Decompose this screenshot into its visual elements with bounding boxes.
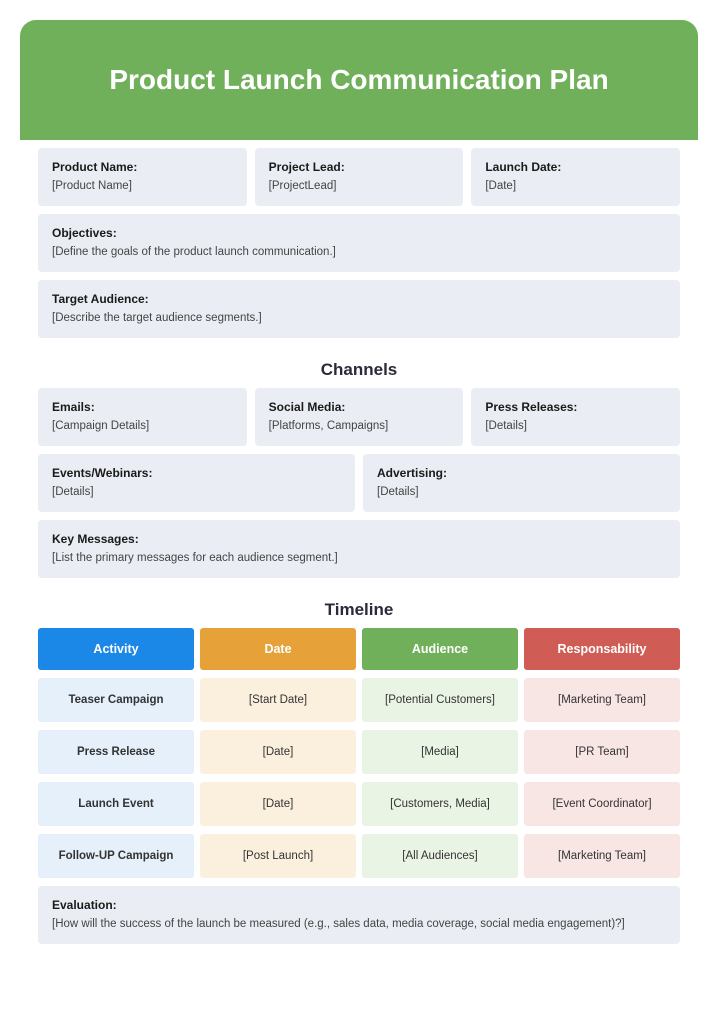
td-activity: Launch Event <box>38 782 194 826</box>
timeline-row: Teaser Campaign [Start Date] [Potential … <box>38 678 680 722</box>
timeline-row: Follow-UP Campaign [Post Launch] [All Au… <box>38 834 680 878</box>
press-releases-label: Press Releases: <box>485 400 666 414</box>
emails-label: Emails: <box>52 400 233 414</box>
td-date: [Start Date] <box>200 678 356 722</box>
target-audience-row: Target Audience: [Describe the target au… <box>38 280 680 338</box>
events-value: [Details] <box>52 486 341 498</box>
emails-value: [Campaign Details] <box>52 420 233 432</box>
key-messages-row: Key Messages: [List the primary messages… <box>38 520 680 578</box>
launch-date-field: Launch Date: [Date] <box>471 148 680 206</box>
objectives-label: Objectives: <box>52 226 666 240</box>
events-field: Events/Webinars: [Details] <box>38 454 355 512</box>
project-lead-value: [ProjectLead] <box>269 180 450 192</box>
objectives-field: Objectives: [Define the goals of the pro… <box>38 214 680 272</box>
evaluation-value: [How will the success of the launch be m… <box>52 918 666 930</box>
target-audience-label: Target Audience: <box>52 292 666 306</box>
th-responsibility: Responsability <box>524 628 680 670</box>
td-activity: Press Release <box>38 730 194 774</box>
launch-date-value: [Date] <box>485 180 666 192</box>
timeline-row: Launch Event [Date] [Customers, Media] [… <box>38 782 680 826</box>
document-header: Product Launch Communication Plan <box>20 20 698 140</box>
communication-plan-document: Product Launch Communication Plan Produc… <box>20 20 698 960</box>
social-media-label: Social Media: <box>269 400 450 414</box>
social-media-value: [Platforms, Campaigns] <box>269 420 450 432</box>
timeline-header-row: Activity Date Audience Responsability <box>38 628 680 670</box>
evaluation-row: Evaluation: [How will the success of the… <box>38 886 680 944</box>
social-media-field: Social Media: [Platforms, Campaigns] <box>255 388 464 446</box>
td-audience: [Customers, Media] <box>362 782 518 826</box>
timeline-row: Press Release [Date] [Media] [PR Team] <box>38 730 680 774</box>
td-date: [Date] <box>200 782 356 826</box>
product-name-field: Product Name: [Product Name] <box>38 148 247 206</box>
launch-date-label: Launch Date: <box>485 160 666 174</box>
top-fields-row: Product Name: [Product Name] Project Lea… <box>38 148 680 206</box>
project-lead-field: Project Lead: [ProjectLead] <box>255 148 464 206</box>
target-audience-field: Target Audience: [Describe the target au… <box>38 280 680 338</box>
press-releases-field: Press Releases: [Details] <box>471 388 680 446</box>
product-name-label: Product Name: <box>52 160 233 174</box>
channels-heading: Channels <box>20 360 698 380</box>
key-messages-field: Key Messages: [List the primary messages… <box>38 520 680 578</box>
evaluation-label: Evaluation: <box>52 898 666 912</box>
timeline-heading: Timeline <box>20 600 698 620</box>
target-audience-value: [Describe the target audience segments.] <box>52 312 666 324</box>
objectives-value: [Define the goals of the product launch … <box>52 246 666 258</box>
channels-row-2: Events/Webinars: [Details] Advertising: … <box>38 454 680 512</box>
td-date: [Date] <box>200 730 356 774</box>
th-audience: Audience <box>362 628 518 670</box>
td-responsibility: [Marketing Team] <box>524 834 680 878</box>
advertising-field: Advertising: [Details] <box>363 454 680 512</box>
td-activity: Follow-UP Campaign <box>38 834 194 878</box>
td-responsibility: [PR Team] <box>524 730 680 774</box>
press-releases-value: [Details] <box>485 420 666 432</box>
objectives-row: Objectives: [Define the goals of the pro… <box>38 214 680 272</box>
td-audience: [Potential Customers] <box>362 678 518 722</box>
td-date: [Post Launch] <box>200 834 356 878</box>
th-activity: Activity <box>38 628 194 670</box>
product-name-value: [Product Name] <box>52 180 233 192</box>
emails-field: Emails: [Campaign Details] <box>38 388 247 446</box>
events-label: Events/Webinars: <box>52 466 341 480</box>
channels-row-1: Emails: [Campaign Details] Social Media:… <box>38 388 680 446</box>
document-title: Product Launch Communication Plan <box>40 64 678 96</box>
advertising-value: [Details] <box>377 486 666 498</box>
td-responsibility: [Marketing Team] <box>524 678 680 722</box>
th-date: Date <box>200 628 356 670</box>
td-responsibility: [Event Coordinator] <box>524 782 680 826</box>
project-lead-label: Project Lead: <box>269 160 450 174</box>
key-messages-value: [List the primary messages for each audi… <box>52 552 666 564</box>
evaluation-field: Evaluation: [How will the success of the… <box>38 886 680 944</box>
td-activity: Teaser Campaign <box>38 678 194 722</box>
timeline-table: Activity Date Audience Responsability Te… <box>38 628 680 878</box>
advertising-label: Advertising: <box>377 466 666 480</box>
td-audience: [Media] <box>362 730 518 774</box>
key-messages-label: Key Messages: <box>52 532 666 546</box>
td-audience: [All Audiences] <box>362 834 518 878</box>
